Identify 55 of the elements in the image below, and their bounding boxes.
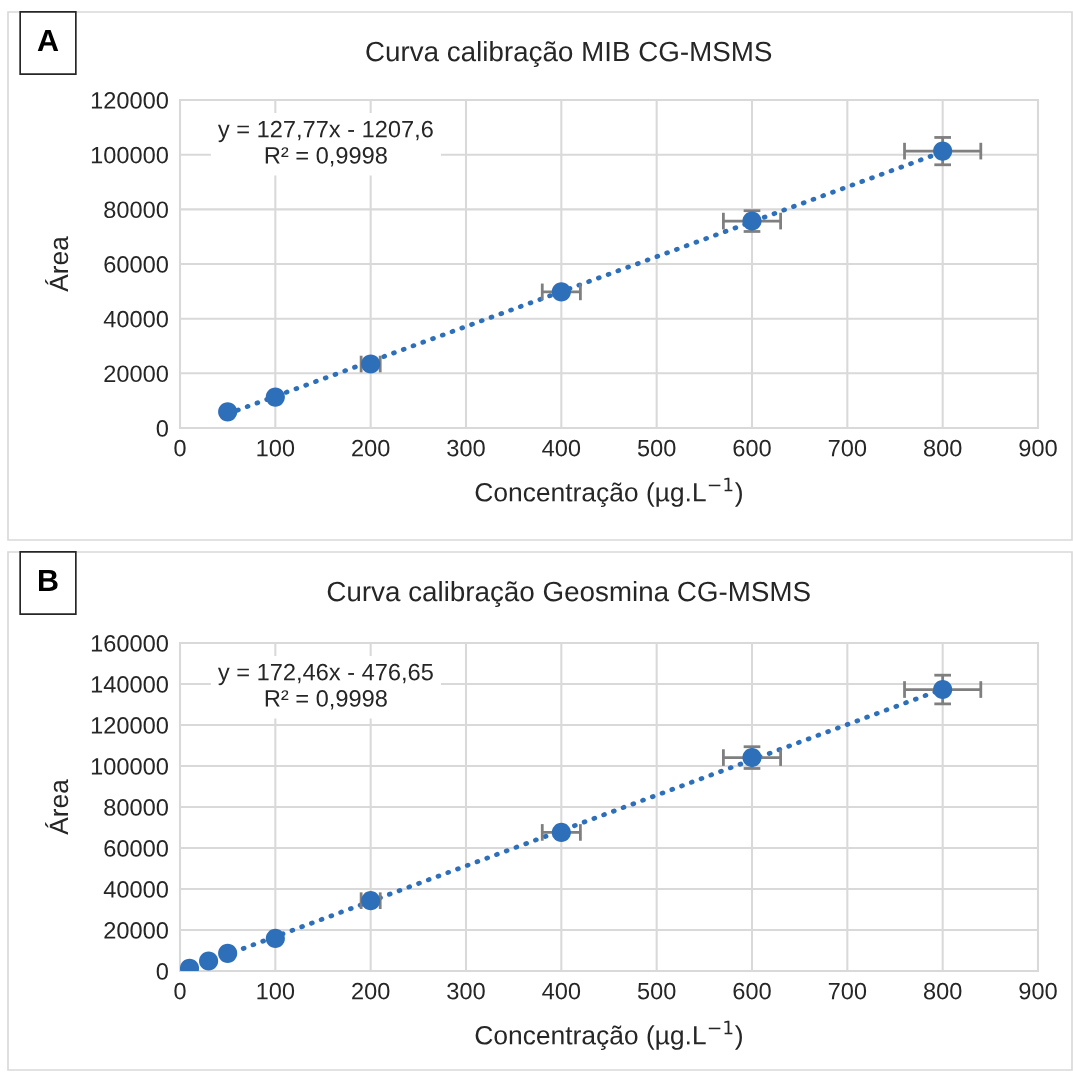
x-tick-label: 600: [733, 439, 771, 457]
x-tick-label: 700: [828, 982, 867, 1000]
point: [265, 387, 285, 407]
y-tick-label: 120000: [91, 717, 168, 734]
x-tick-label: 100: [257, 439, 295, 457]
y-tick-label: 140000: [91, 676, 168, 693]
y-axis-title: Área: [45, 236, 69, 292]
x-tick-label: 700: [828, 439, 867, 457]
point: [933, 141, 953, 161]
x-tick-label: 200: [352, 439, 390, 457]
annotation: y = 172,46x - 476,65 R² = 0,9998: [217, 663, 433, 710]
point: [265, 928, 285, 948]
x-tick-label: 400: [542, 982, 581, 1000]
y-tick-label: 0: [156, 420, 168, 437]
x-axis-title: Concentração (µg.L$^{−1}$): [475, 477, 742, 507]
y-tick-label: 80000: [104, 201, 168, 219]
y-tick-label: 100000: [91, 146, 168, 164]
x-tick-label: 300: [447, 439, 485, 457]
x-tick-label: 300: [447, 982, 485, 1000]
chart-title: Curva calibração Geosmina CG-MSMS: [327, 580, 810, 608]
x-tick-label: 800: [924, 982, 962, 1000]
text: B: [39, 569, 58, 591]
y-tick-label: 20000: [104, 922, 168, 939]
y-tick-label: 80000: [104, 799, 168, 816]
x-tick-label: 800: [924, 439, 962, 457]
y-tick-label: 40000: [103, 881, 168, 898]
y-tick-label: 40000: [103, 310, 168, 328]
x-tick-label: 500: [637, 439, 676, 457]
y-tick-label: 60000: [104, 256, 168, 273]
y-tick-label: 100000: [91, 758, 168, 775]
annotation: y = 127,77x - 1207,6 R² = 0,9998: [217, 120, 433, 167]
x-tick-label: 100: [257, 982, 295, 1000]
chart-title: Curva calibração MIB CG-MSMS: [366, 40, 772, 68]
y-tick-label: 120000: [91, 92, 168, 109]
x-tick-label: 600: [733, 982, 771, 1000]
x-tick-label: 200: [352, 982, 390, 1000]
x-tick-label: 0: [174, 982, 186, 1000]
point: [218, 402, 238, 422]
point: [933, 679, 953, 700]
x-tick-label: 500: [637, 982, 676, 1000]
point: [218, 943, 238, 963]
x-tick-label: 900: [1019, 439, 1057, 457]
y-tick-label: 20000: [104, 365, 168, 383]
x-axis-title: Concentração (µg.L$^{−1}$): [475, 1020, 742, 1050]
point: [551, 822, 571, 842]
x-tick-label: 900: [1019, 982, 1057, 1000]
point: [551, 282, 571, 302]
x-tick-label: 0: [174, 439, 186, 457]
y-tick-label: 0: [156, 963, 168, 980]
y-tick-label: 60000: [104, 840, 168, 857]
point: [199, 951, 219, 971]
text: A: [37, 29, 59, 51]
y-tick-label: 160000: [91, 635, 168, 652]
x-tick-label: 400: [542, 439, 581, 457]
y-axis-title: Área: [45, 779, 69, 835]
